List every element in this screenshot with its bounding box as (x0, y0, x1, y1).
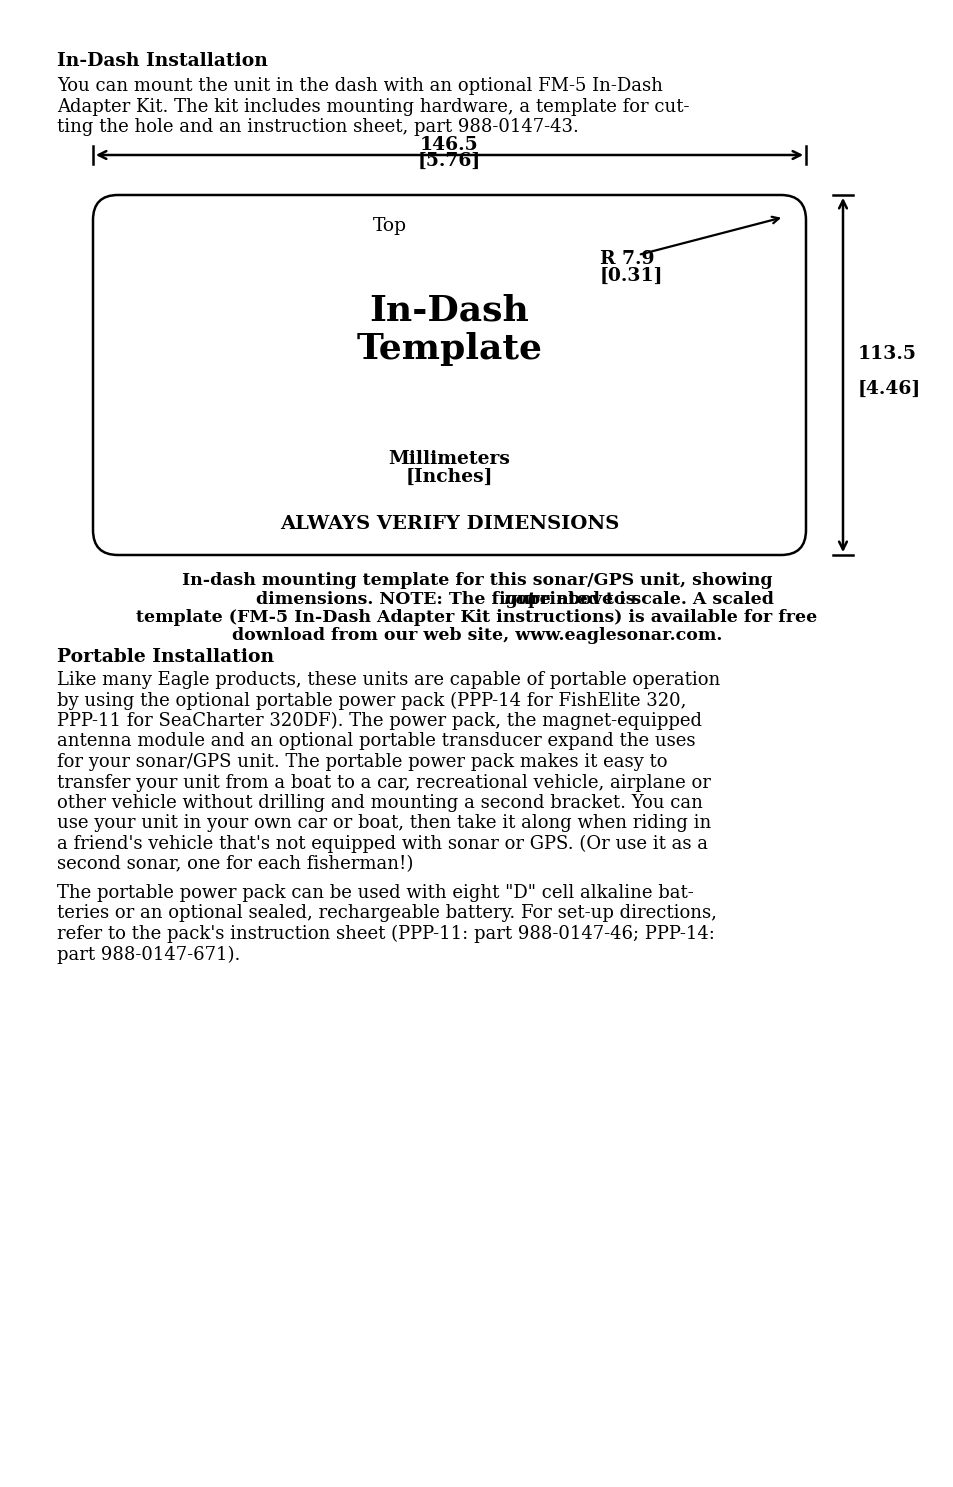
Text: teries or an optional sealed, rechargeable battery. For set-up directions,: teries or an optional sealed, rechargeab… (57, 904, 716, 922)
Text: In-dash mounting template for this sonar/GPS unit, showing: In-dash mounting template for this sonar… (182, 572, 771, 589)
Text: PPP-11 for SeaCharter 320DF). The power pack, the magnet-equipped: PPP-11 for SeaCharter 320DF). The power … (57, 712, 701, 730)
Text: [4.46]: [4.46] (857, 381, 921, 399)
Text: refer to the pack's instruction sheet (PPP-11: part 988-0147-46; PPP-14:: refer to the pack's instruction sheet (P… (57, 925, 714, 943)
Text: template (FM-5 In-Dash Adapter Kit instructions) is available for free: template (FM-5 In-Dash Adapter Kit instr… (136, 610, 817, 626)
Text: second sonar, one for each fisherman!): second sonar, one for each fisherman!) (57, 855, 413, 873)
Text: R 7.9: R 7.9 (599, 250, 654, 268)
Text: The portable power pack can be used with eight "D" cell alkaline bat-: The portable power pack can be used with… (57, 883, 693, 903)
Text: use your unit in your own car or boat, then take it along when riding in: use your unit in your own car or boat, t… (57, 815, 711, 833)
Text: 113.5: 113.5 (857, 345, 916, 363)
Text: other vehicle without drilling and mounting a second bracket. You can: other vehicle without drilling and mount… (57, 794, 702, 812)
Text: Millimeters: Millimeters (388, 451, 510, 468)
Text: by using the optional portable power pack (PPP-14 for FishElite 320,: by using the optional portable power pac… (57, 691, 685, 709)
Text: Adapter Kit. The kit includes mounting hardware, a template for cut-: Adapter Kit. The kit includes mounting h… (57, 98, 689, 116)
Text: transfer your unit from a boat to a car, recreational vehicle, airplane or: transfer your unit from a boat to a car,… (57, 773, 710, 791)
Text: [Inches]: [Inches] (405, 468, 493, 486)
Text: ting the hole and an instruction sheet, part 988-0147-43.: ting the hole and an instruction sheet, … (57, 117, 578, 135)
Text: Portable Installation: Portable Installation (57, 648, 274, 666)
Text: In-Dash Installation: In-Dash Installation (57, 52, 268, 70)
Text: Top: Top (372, 217, 406, 235)
Text: [0.31]: [0.31] (599, 268, 662, 286)
Text: Like many Eagle products, these units are capable of portable operation: Like many Eagle products, these units ar… (57, 671, 720, 688)
Text: printed to scale. A scaled: printed to scale. A scaled (522, 590, 774, 608)
Text: In-Dash
Template: In-Dash Template (356, 294, 542, 366)
Text: download from our web site, www.eaglesonar.com.: download from our web site, www.eagleson… (232, 628, 721, 644)
Text: for your sonar/GPS unit. The portable power pack makes it easy to: for your sonar/GPS unit. The portable po… (57, 752, 667, 770)
Text: dimensions. NOTE: The figure above is: dimensions. NOTE: The figure above is (255, 590, 640, 608)
Text: a friend's vehicle that's not equipped with sonar or GPS. (Or use it as a: a friend's vehicle that's not equipped w… (57, 836, 707, 854)
Text: not: not (502, 590, 535, 608)
Text: antenna module and an optional portable transducer expand the uses: antenna module and an optional portable … (57, 733, 695, 751)
Text: [5.76]: [5.76] (417, 152, 480, 170)
FancyBboxPatch shape (92, 195, 805, 555)
Text: You can mount the unit in the dash with an optional FM-5 In-Dash: You can mount the unit in the dash with … (57, 77, 662, 95)
Text: ALWAYS VERIFY DIMENSIONS: ALWAYS VERIFY DIMENSIONS (279, 515, 618, 532)
Text: part 988-0147-671).: part 988-0147-671). (57, 946, 240, 964)
Text: 146.5: 146.5 (419, 135, 478, 155)
